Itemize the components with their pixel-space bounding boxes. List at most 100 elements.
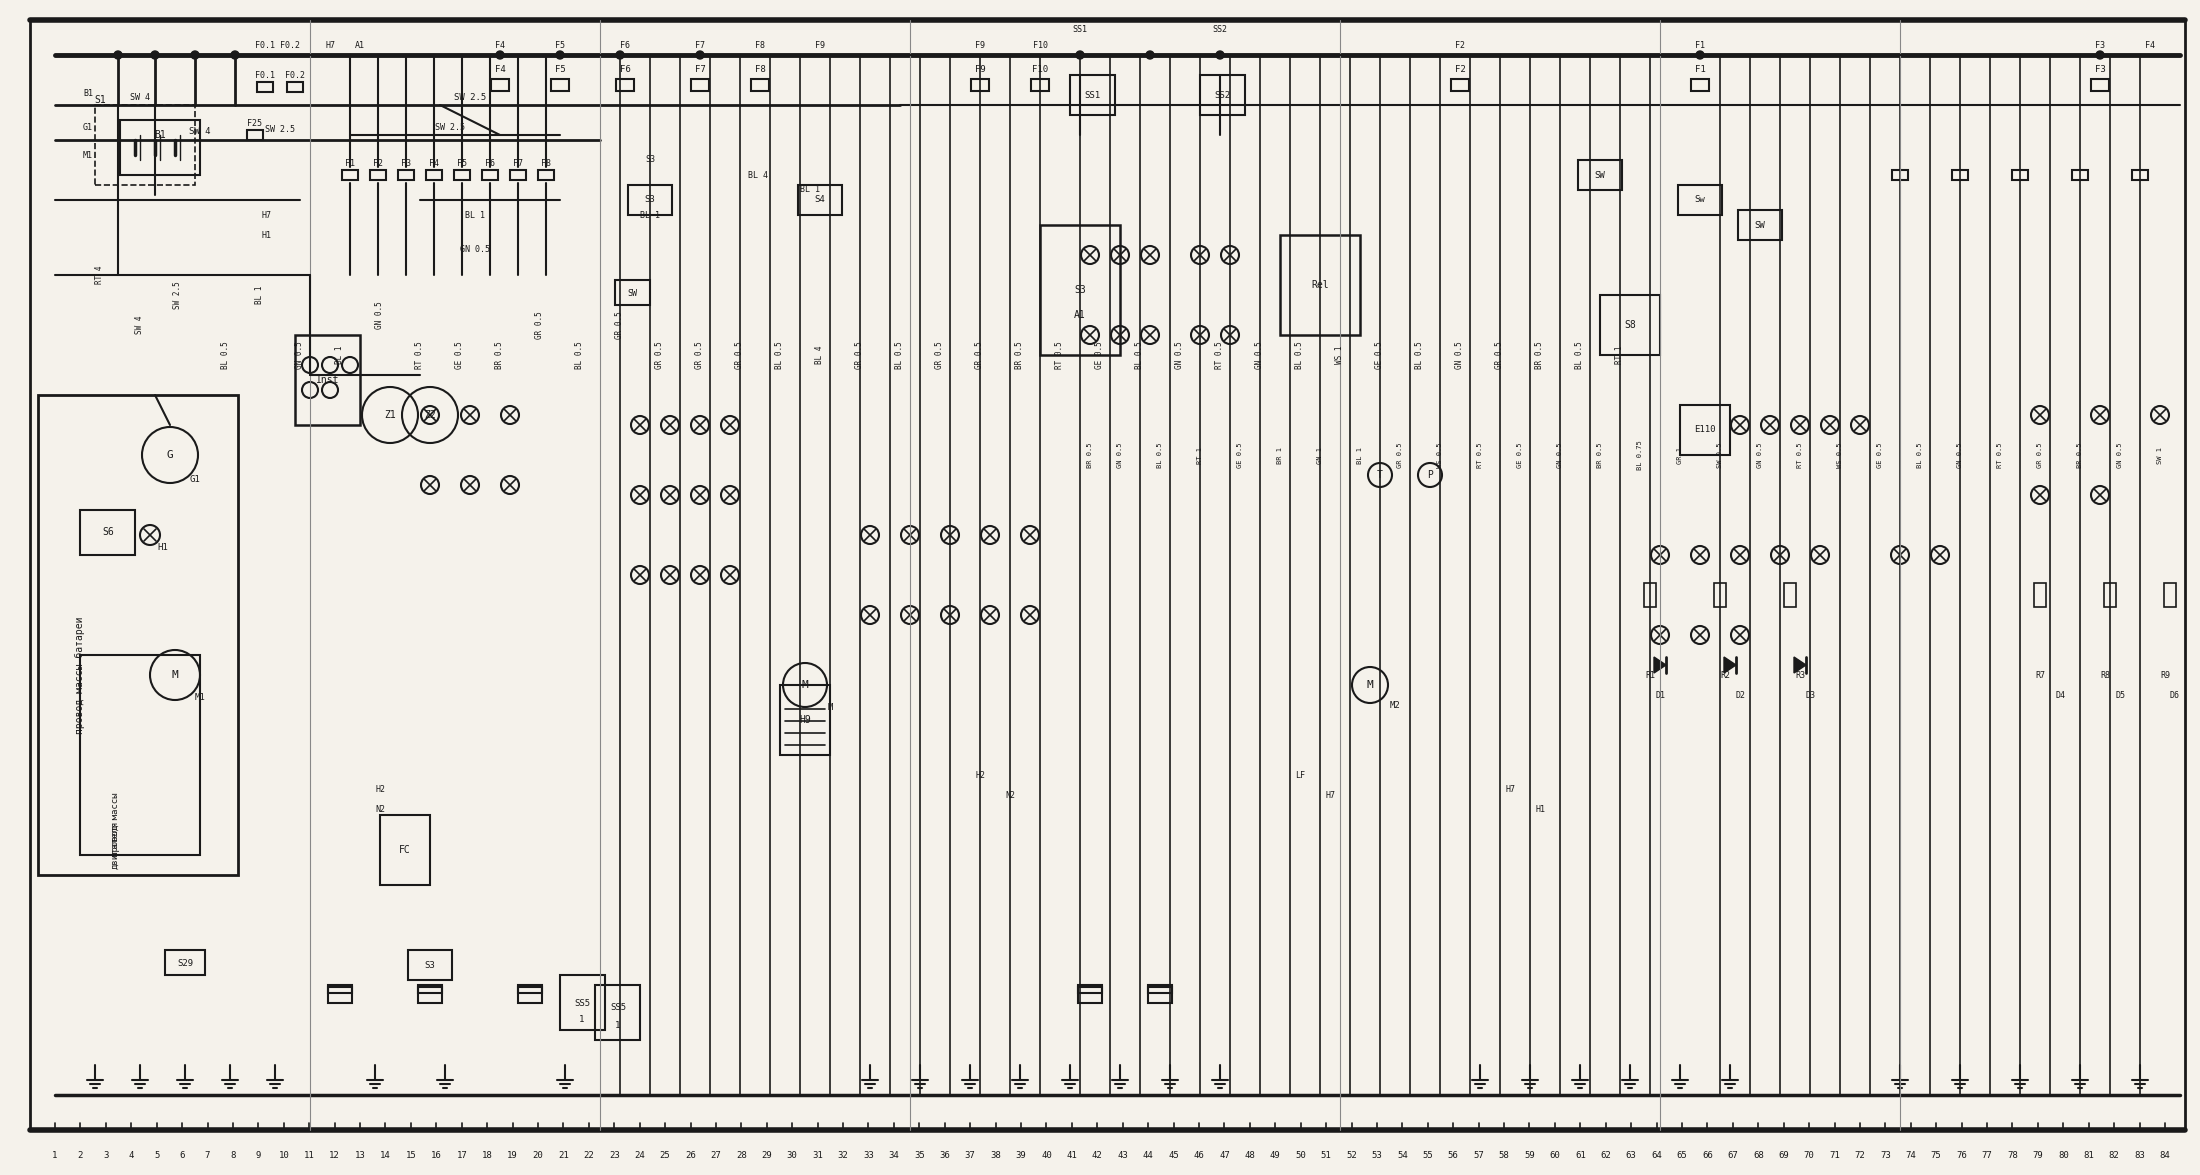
Bar xyxy=(2090,79,2110,90)
Bar xyxy=(627,184,671,215)
Text: 54: 54 xyxy=(1397,1150,1408,1160)
Text: 63: 63 xyxy=(1626,1150,1637,1160)
Text: 82: 82 xyxy=(2110,1150,2119,1160)
Text: 16: 16 xyxy=(431,1150,442,1160)
Text: 37: 37 xyxy=(966,1150,975,1160)
Text: SW: SW xyxy=(1756,221,1764,229)
Bar xyxy=(2165,583,2176,607)
Bar xyxy=(750,79,770,90)
Text: GR 0.5: GR 0.5 xyxy=(935,341,944,369)
Text: 13: 13 xyxy=(354,1150,365,1160)
Text: F5: F5 xyxy=(554,66,565,74)
Bar xyxy=(1069,75,1115,115)
Text: 15: 15 xyxy=(405,1150,416,1160)
Bar xyxy=(370,170,385,180)
Polygon shape xyxy=(1725,657,1736,673)
Text: 55: 55 xyxy=(1423,1150,1432,1160)
Text: T: T xyxy=(1377,470,1384,481)
Text: 49: 49 xyxy=(1269,1150,1280,1160)
Text: B1: B1 xyxy=(84,88,92,98)
Text: 34: 34 xyxy=(889,1150,900,1160)
Text: BL 0.5: BL 0.5 xyxy=(1415,341,1426,369)
Text: 68: 68 xyxy=(1753,1150,1764,1160)
Text: Rel: Rel xyxy=(1311,280,1329,290)
Text: GN 0.5: GN 0.5 xyxy=(460,246,491,255)
Text: 77: 77 xyxy=(1982,1150,1993,1160)
Text: SS2: SS2 xyxy=(1212,26,1228,34)
Text: D3: D3 xyxy=(1804,691,1815,699)
Bar xyxy=(1452,79,1470,90)
Text: WS 0.5: WS 0.5 xyxy=(1437,442,1443,468)
Bar xyxy=(37,395,238,875)
Bar xyxy=(418,985,442,993)
Text: 53: 53 xyxy=(1371,1150,1382,1160)
Bar xyxy=(550,79,570,90)
Text: SW: SW xyxy=(1595,170,1606,180)
Text: RT 1: RT 1 xyxy=(1197,446,1203,463)
Text: GN 1: GN 1 xyxy=(1318,446,1322,463)
Text: SW 4: SW 4 xyxy=(189,128,211,136)
Text: BR 0.5: BR 0.5 xyxy=(1536,341,1544,369)
Text: 67: 67 xyxy=(1727,1150,1738,1160)
Text: GN 0.5: GN 0.5 xyxy=(1118,442,1122,468)
Bar xyxy=(165,951,205,975)
Text: провод массы батареи: провод массы батареи xyxy=(75,616,86,733)
Text: M1: M1 xyxy=(84,150,92,160)
Text: RT 0.5: RT 0.5 xyxy=(1056,341,1065,369)
Circle shape xyxy=(1146,51,1155,59)
Bar xyxy=(1599,295,1661,355)
Text: R8: R8 xyxy=(2101,671,2110,679)
Text: M: M xyxy=(172,670,178,680)
Text: 40: 40 xyxy=(1041,1150,1052,1160)
Text: A1: A1 xyxy=(1074,310,1087,320)
Text: BL 0.5: BL 0.5 xyxy=(220,341,229,369)
Text: 70: 70 xyxy=(1804,1150,1815,1160)
Text: 45: 45 xyxy=(1168,1150,1179,1160)
Text: BL 0.5: BL 0.5 xyxy=(774,341,785,369)
Text: SS5: SS5 xyxy=(574,999,590,1007)
Text: GN 0.5: GN 0.5 xyxy=(295,341,304,369)
Text: F3: F3 xyxy=(2094,40,2105,49)
Text: GN 0.5: GN 0.5 xyxy=(2116,442,2123,468)
Text: S3: S3 xyxy=(425,960,436,969)
Text: R9: R9 xyxy=(2160,671,2169,679)
Text: H7: H7 xyxy=(262,210,273,220)
Text: BL 0.5: BL 0.5 xyxy=(1296,341,1305,369)
Bar xyxy=(398,170,414,180)
Circle shape xyxy=(695,51,704,59)
Circle shape xyxy=(495,51,504,59)
Circle shape xyxy=(152,51,158,59)
Text: A1: A1 xyxy=(354,40,365,49)
Text: 66: 66 xyxy=(1703,1150,1714,1160)
Text: BR 0.5: BR 0.5 xyxy=(1087,442,1093,468)
Bar xyxy=(517,985,541,993)
Text: Z2: Z2 xyxy=(425,410,436,419)
Bar xyxy=(341,170,359,180)
Text: 73: 73 xyxy=(1881,1150,1890,1160)
Circle shape xyxy=(191,51,198,59)
Text: M: M xyxy=(801,680,807,690)
Text: 1: 1 xyxy=(53,1150,57,1160)
Bar xyxy=(121,120,200,175)
Text: H2: H2 xyxy=(975,771,986,779)
Text: H9: H9 xyxy=(799,716,812,725)
Text: BR 0.5: BR 0.5 xyxy=(495,341,504,369)
Text: BL 1: BL 1 xyxy=(1357,446,1364,463)
Text: двигателя: двигателя xyxy=(110,821,119,870)
Text: 62: 62 xyxy=(1599,1150,1610,1160)
Text: SW 2.5: SW 2.5 xyxy=(453,93,486,101)
Text: S4: S4 xyxy=(814,195,825,204)
Text: G1: G1 xyxy=(84,122,92,132)
Text: GE 0.5: GE 0.5 xyxy=(1236,442,1243,468)
Bar xyxy=(1679,184,1723,215)
Text: D2: D2 xyxy=(1736,691,1745,699)
Text: 18: 18 xyxy=(482,1150,493,1160)
Text: S8: S8 xyxy=(1624,320,1637,330)
Text: H7: H7 xyxy=(1505,786,1516,794)
Text: BL 0.5: BL 0.5 xyxy=(895,341,904,369)
Text: 51: 51 xyxy=(1320,1150,1331,1160)
Text: WS 1: WS 1 xyxy=(1335,345,1344,364)
Text: S3: S3 xyxy=(645,195,656,204)
Text: BL 1: BL 1 xyxy=(334,345,345,364)
Text: F6: F6 xyxy=(620,40,629,49)
